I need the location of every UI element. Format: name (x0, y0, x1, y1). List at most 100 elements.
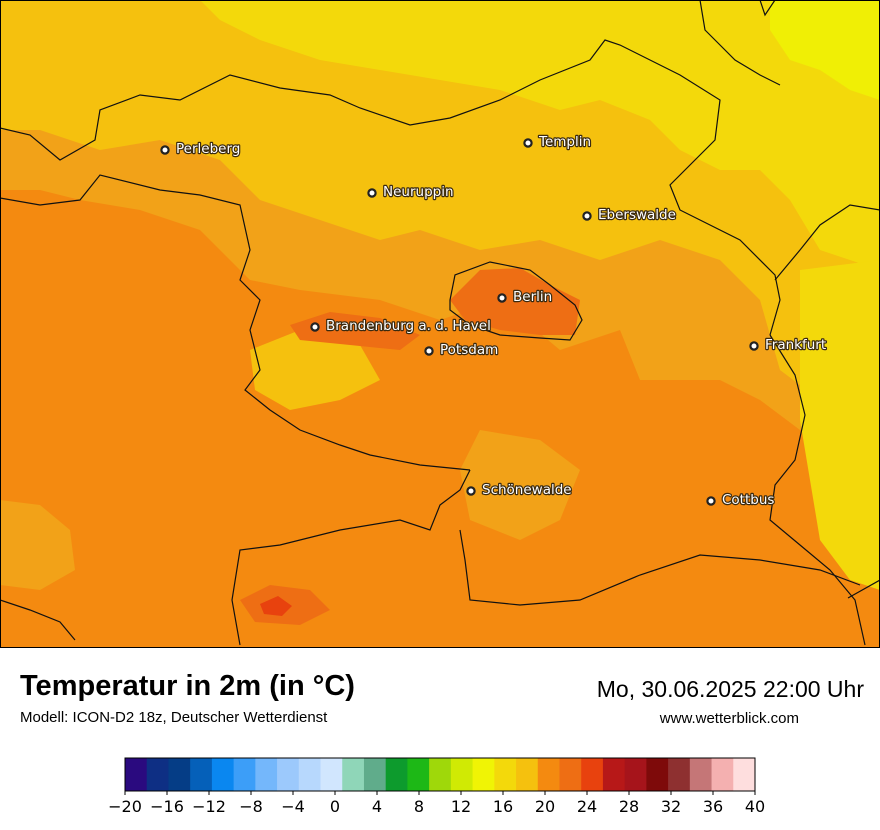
legend-swatch (363, 758, 387, 791)
legend-tick-label: 8 (414, 797, 424, 816)
legend-swatch (559, 758, 582, 791)
legend-tick-label: −8 (239, 797, 263, 816)
city-dot (497, 293, 507, 303)
temp-zone-central-mild (250, 330, 380, 410)
city-label: Perleberg (176, 141, 240, 157)
legend-swatch (581, 758, 604, 791)
city-templin[interactable]: Templin (523, 133, 592, 151)
map-footer: Temperatur in 2m (in °C) Modell: ICON-D2… (0, 648, 880, 830)
borders (0, 0, 880, 646)
legend-swatch (255, 758, 278, 791)
model-info: Modell: ICON-D2 18z, Deutscher Wetterdie… (20, 709, 328, 726)
city-label: Eberswalde (598, 207, 676, 223)
legend-swatch (602, 758, 626, 791)
legend-tick-label: −4 (281, 797, 305, 816)
city-dot (523, 138, 533, 148)
legend-tick-label: 28 (619, 797, 639, 816)
legend-swatch (298, 758, 321, 791)
legend-swatch (342, 758, 365, 791)
city-neuruppin[interactable]: Neuruppin (367, 183, 455, 201)
legend-tick-label: 36 (703, 797, 723, 816)
temp-zone-berlin-hot (450, 268, 580, 335)
legend-swatches (125, 758, 756, 791)
legend-tick-label: 24 (577, 797, 597, 816)
legend-tick-label: 20 (535, 797, 555, 816)
legend-swatch (494, 758, 517, 791)
legend-swatch (320, 758, 343, 791)
city-label: Templin (538, 134, 591, 150)
temp-zone-potsdam-warm (290, 312, 420, 350)
temp-zone-south-hotter (260, 596, 292, 616)
legend-swatch (125, 758, 148, 791)
legend-tick-label: 32 (661, 797, 681, 816)
city-schoenewalde[interactable]: Schönewalde (466, 481, 573, 499)
map-canvas: Perleberg Templin Neuruppin Eberswalde B… (0, 0, 880, 648)
border-south (231, 469, 471, 646)
border-se-corner (847, 579, 880, 599)
border-south-2 (459, 529, 861, 606)
map-title: Temperatur in 2m (in °C) (20, 670, 355, 702)
legend-swatch (407, 758, 430, 791)
border-west (0, 174, 471, 471)
legend-swatch (689, 758, 712, 791)
city-label: Brandenburg a. d. Havel (326, 318, 491, 334)
border-berlin (449, 261, 583, 341)
legend-swatch (624, 758, 647, 791)
legend-swatch (668, 758, 691, 791)
border-north (0, 39, 781, 336)
city-dot (310, 322, 320, 332)
legend-tick-label: −16 (150, 797, 184, 816)
legend-frame (124, 757, 756, 792)
legend-swatch (385, 758, 408, 791)
city-label: Cottbus (722, 492, 774, 508)
temp-zone-east (800, 260, 880, 590)
temp-zone-northeast-lime (770, 0, 880, 100)
city-label: Frankfurt (765, 337, 826, 353)
city-dot (582, 211, 592, 221)
temperature-map: Perleberg Templin Neuruppin Eberswalde B… (0, 0, 880, 648)
temp-zone-northeast (200, 0, 880, 270)
city-dot (160, 145, 170, 155)
city-eberswalde[interactable]: Eberswalde (582, 206, 677, 224)
legend-swatch (646, 758, 669, 791)
legend-swatch (450, 758, 473, 791)
legend-swatch (472, 758, 495, 791)
legend-swatch (233, 758, 256, 791)
color-legend: −20 −16 −12 −8 −4 0 4 8 12 16 20 24 28 32 36 40 (108, 757, 765, 816)
legend-tick-label: 16 (493, 797, 513, 816)
legend-tick-label: 12 (451, 797, 471, 816)
legend-ticks: −20 −16 −12 −8 −4 0 4 8 12 16 20 24 28 32 36 40 (108, 791, 765, 816)
border-east-2 (774, 204, 880, 281)
legend-swatch (537, 758, 560, 791)
legend-tick-label: 0 (330, 797, 340, 816)
city-perleberg[interactable]: Perleberg (160, 140, 242, 158)
legend-swatch (429, 758, 452, 791)
temp-zone-west-mild (0, 500, 75, 590)
legend-swatch (168, 758, 191, 791)
border-ne-small (759, 0, 776, 17)
city-potsdam[interactable]: Potsdam (424, 341, 499, 359)
legend-tick-label: 40 (745, 797, 765, 816)
temp-zone-south-mild (460, 430, 580, 540)
city-dot (424, 346, 434, 356)
legend-swatch (516, 758, 539, 791)
legend-swatch (733, 758, 756, 791)
border-sw (0, 599, 76, 641)
legend-swatch (277, 758, 300, 791)
website-link[interactable]: www.wetterblick.com (659, 710, 799, 727)
legend-tick-label: −12 (192, 797, 226, 816)
city-dot (466, 486, 476, 496)
city-berlin[interactable]: Berlin (497, 288, 553, 306)
city-frankfurt[interactable]: Frankfurt (749, 336, 827, 354)
legend-swatch (146, 758, 169, 791)
city-dot (367, 188, 377, 198)
city-markers: Perleberg Templin Neuruppin Eberswalde B… (160, 133, 827, 509)
city-cottbus[interactable]: Cottbus (706, 491, 776, 509)
city-dot (706, 496, 716, 506)
city-dot (749, 341, 759, 351)
legend-tick-label: −20 (108, 797, 142, 816)
city-label: Berlin (513, 289, 552, 305)
legend-swatch (711, 758, 734, 791)
legend-swatch (190, 758, 213, 791)
city-brandenburg[interactable]: Brandenburg a. d. Havel (310, 317, 492, 335)
